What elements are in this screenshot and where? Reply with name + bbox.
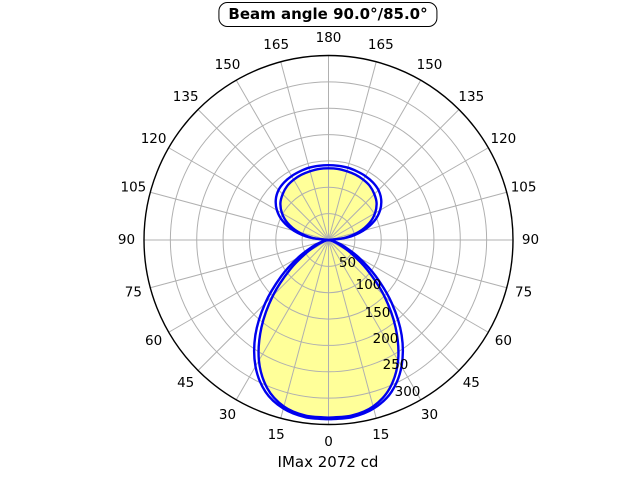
angle-gridline-285 (150, 239, 329, 289)
imax-caption: IMax 2072 cd (277, 453, 379, 471)
angle-gridline-165 (328, 61, 377, 241)
angle-gridline-225 (197, 109, 329, 241)
radial-tick-label-150: 150 (365, 305, 391, 321)
angle-tick-label-15-left: 15 (268, 427, 285, 443)
outer-ring (143, 54, 514, 426)
angle-gridline-240 (168, 147, 329, 241)
angle-gridline-30 (328, 239, 422, 401)
angle-tick-label-135-right: 135 (458, 89, 484, 105)
angle-tick-label-150-left: 150 (215, 57, 241, 73)
angle-tick-label-120-left: 120 (141, 131, 167, 147)
angle-tick-label-105-right: 105 (511, 180, 537, 196)
radial-tick-label-300: 300 (395, 384, 421, 400)
radial-tick-label-250: 250 (383, 357, 409, 373)
angle-tick-label-45-right: 45 (463, 375, 480, 391)
angle-tick-label-180-right: 180 (316, 30, 342, 46)
angle-tick-label-60-left: 60 (145, 333, 162, 349)
intensity-curve-beam-90 (252, 163, 405, 421)
angle-tick-label-45-left: 45 (177, 375, 194, 391)
angle-tick-labels: 0 15 15 30 30 45 45 60 60 75 75 90 90 105 105 120 120 135… (118, 30, 539, 450)
angle-tick-label-75-right: 75 (515, 284, 532, 300)
angle-gridline-330 (235, 239, 329, 401)
chart-title: Beam angle 90.0°/85.0° (218, 2, 438, 27)
angle-gridline-150 (328, 79, 422, 241)
radial-tick-label-200: 200 (373, 331, 399, 347)
angle-tick-label-150-right: 150 (417, 57, 443, 73)
angle-tick-label-90-left: 90 (118, 232, 135, 248)
angle-tick-label-30-right: 30 (421, 407, 438, 423)
angle-gridline-210 (235, 79, 329, 241)
angle-tick-label-165-left: 165 (263, 37, 289, 53)
angle-tick-label-120-right: 120 (491, 131, 517, 147)
radial-tick-label-100: 100 (356, 277, 382, 293)
angle-tick-label-0-right: 0 (324, 434, 333, 450)
angle-tick-label-75-left: 75 (125, 284, 142, 300)
angle-gridline-15 (328, 239, 377, 419)
angle-gridline-195 (280, 61, 329, 241)
angle-gridline-345 (280, 239, 329, 419)
angle-gridline-135 (328, 109, 460, 241)
angle-tick-label-165-right: 165 (368, 37, 394, 53)
angle-gridline-120 (328, 147, 489, 241)
angle-tick-label-30-left: 30 (219, 407, 236, 423)
intensity-curve-beam-85 (257, 167, 400, 419)
angle-tick-label-15-right: 15 (372, 427, 389, 443)
angle-tick-label-105-left: 105 (121, 180, 147, 196)
intensity-curves (252, 163, 405, 421)
angle-tick-label-60-right: 60 (495, 333, 512, 349)
angle-tick-label-135-left: 135 (173, 89, 199, 105)
radial-tick-label-50: 50 (339, 255, 356, 271)
angle-gridline-75 (328, 239, 507, 289)
angle-tick-label-90-right: 90 (522, 232, 539, 248)
